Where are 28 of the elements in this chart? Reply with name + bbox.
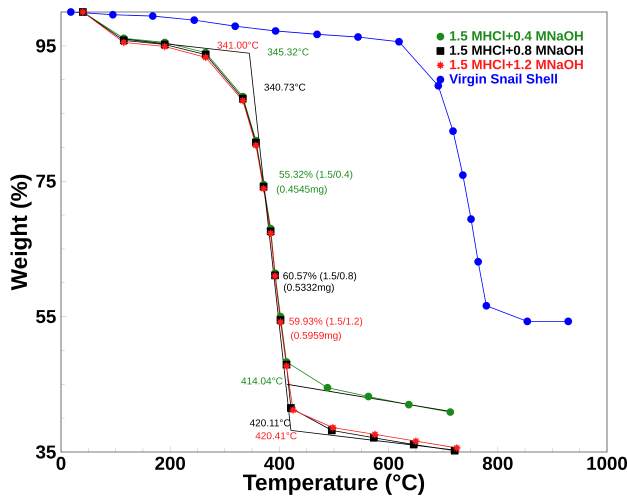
annotation: 414.04°C	[241, 377, 282, 384]
x-tick-label: 400	[264, 456, 294, 470]
y-tick-label: 95	[36, 39, 56, 52]
legend-label: Virgin Snail Shell	[449, 74, 557, 86]
x-tick-label: 600	[374, 456, 404, 470]
annotation: (0.4545mg)	[276, 185, 327, 195]
legend-label: 1.5 MHCl+1.2 MNaOH	[450, 59, 583, 70]
legend-label: 1.5 MHCl+0.4 MNaOH	[450, 30, 583, 41]
x-tick-label: 200	[155, 456, 186, 470]
annotation: 59.93% (1.5/1.2)	[289, 317, 362, 327]
annotation: (0.5332mg)	[284, 284, 334, 293]
annotation: 55.32% (1.5/0.4)	[279, 170, 352, 180]
y-axis-title: Weight (%)	[10, 174, 32, 290]
x-tick-label: 0	[56, 456, 66, 470]
x-tick-label: 1000	[587, 456, 627, 470]
annotation: 60.57% (1.5/0.8)	[283, 272, 356, 282]
x-tick-label: 800	[482, 456, 513, 470]
annotation: 420.41°C	[255, 432, 297, 440]
y-tick-label: 75	[36, 174, 56, 188]
x-axis-title: Temperature (°C)	[243, 474, 424, 495]
y-tick-label: 35	[36, 445, 56, 459]
annotation: 341.00°C	[217, 42, 258, 49]
annotation: (0.5959mg)	[291, 332, 341, 341]
legend-label: 1.5 MHCl+0.8 MNaOH	[450, 45, 583, 55]
y-tick-label: 55	[36, 310, 56, 324]
annotation: 340.73°C	[264, 84, 306, 91]
annotation: 420.11°C	[250, 419, 290, 426]
annotation: 345.32°C	[268, 48, 309, 56]
